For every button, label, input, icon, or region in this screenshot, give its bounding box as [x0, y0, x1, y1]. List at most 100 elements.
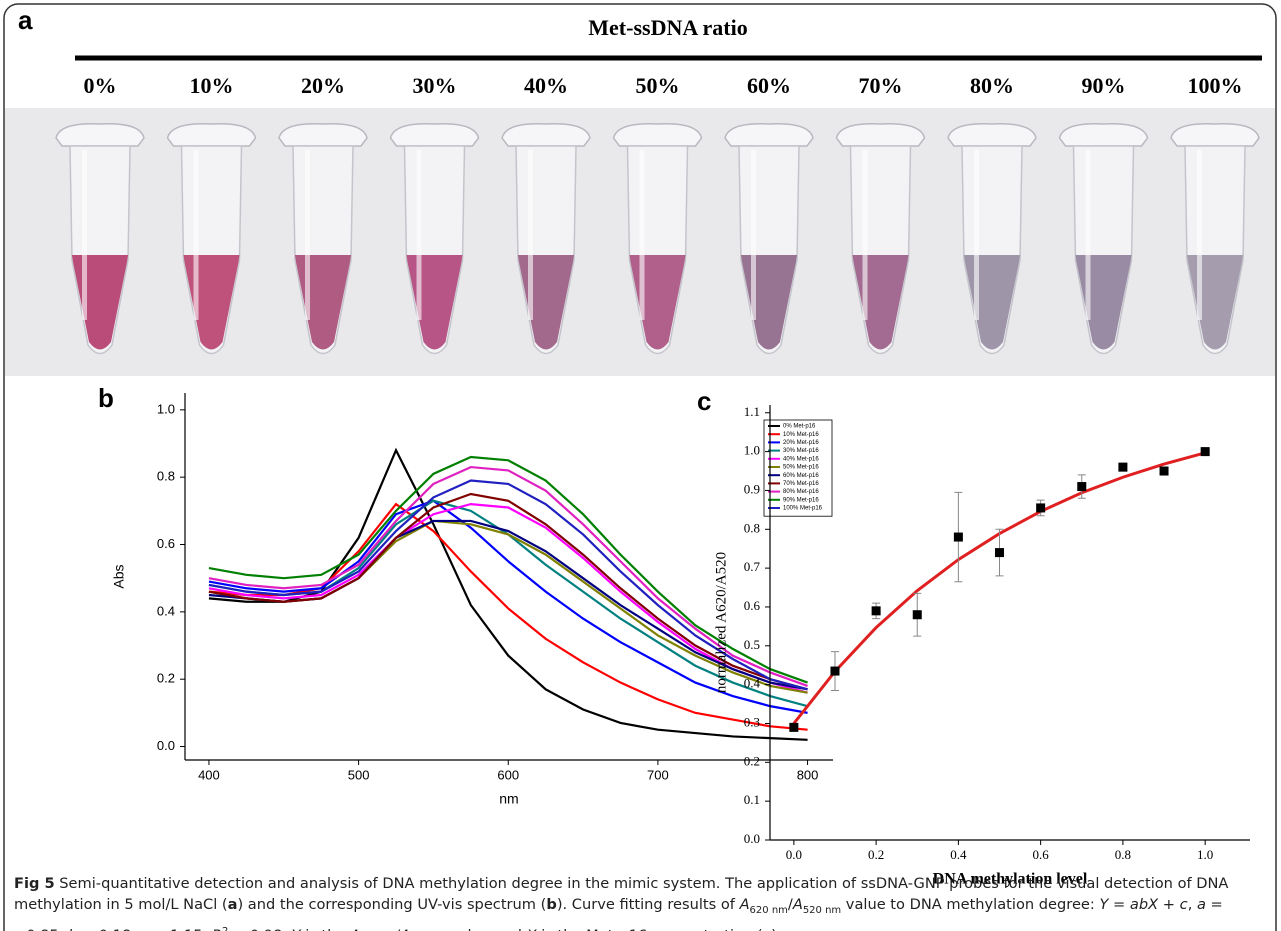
spectrum-line [208, 465, 808, 687]
tube-highlight [193, 150, 199, 320]
x-axis-label: DNA methylation level [933, 871, 1088, 888]
tube [55, 123, 145, 355]
y-axis-label: normalized A620/A520 [713, 552, 729, 693]
caption-text: Y [1099, 896, 1109, 913]
y-tick-label: 0.2 [157, 671, 175, 686]
caption-text: = [1108, 896, 1130, 913]
panel-label: b [98, 383, 114, 413]
y-tick-label: 0.4 [157, 603, 175, 618]
ratio-label: 0% [84, 73, 117, 98]
ratio-label: 60% [747, 73, 791, 98]
x-tick-label: 400 [198, 767, 220, 782]
data-point [1159, 466, 1169, 476]
x-tick-label: 1.0 [1197, 847, 1213, 862]
tube-highlight [416, 150, 422, 320]
data-point [912, 610, 922, 620]
data-point [995, 548, 1005, 558]
caption-text: 620 nm [749, 904, 788, 916]
caption-text: = 1.15, [149, 927, 212, 931]
legend-label: 40% Met-p16 [783, 456, 819, 462]
spectrum-line [208, 447, 808, 741]
y-axis-label: Abs [111, 564, 127, 588]
data-point [1036, 503, 1046, 513]
legend-label: 90% Met-p16 [783, 497, 819, 503]
caption-text: = 0.18, [77, 927, 140, 931]
data-point [1077, 482, 1087, 492]
legend-label: 50% Met-p16 [783, 465, 819, 471]
caption-text: A [350, 927, 360, 931]
tube-lid [389, 123, 480, 147]
tube-highlight [82, 150, 87, 320]
legend-label: 80% Met-p16 [783, 489, 819, 495]
caption-text: c [763, 927, 772, 931]
caption-text: b [546, 896, 557, 913]
caption-text: 520 nm [802, 904, 842, 916]
ratio-label: 20% [301, 73, 345, 98]
tube-lid [55, 123, 145, 147]
data-point [1200, 447, 1210, 457]
legend-label: 100% Met-p16 [783, 506, 823, 512]
caption-text: a [227, 896, 238, 913]
caption-text: a [1196, 896, 1206, 913]
caption-text: Semi-quantitative detection and analysis… [14, 875, 1229, 913]
caption-text: value to DNA methylation degree: [841, 896, 1100, 913]
caption-text: c [141, 927, 149, 931]
data-point [1118, 462, 1128, 472]
tube-lid [835, 123, 926, 147]
y-tick-label: 0.4 [744, 676, 761, 691]
tube-highlight [1197, 150, 1202, 320]
y-tick-label: 1.1 [744, 404, 760, 419]
figure-frame [3, 3, 1277, 931]
panel-label: c [697, 386, 711, 416]
y-tick-label: 0.2 [744, 753, 760, 768]
tube-highlight [528, 150, 533, 320]
caption-text: A [400, 927, 410, 931]
caption-text: 2 [222, 926, 228, 931]
caption-text: b [68, 927, 77, 931]
spectrum-line [208, 502, 808, 731]
caption-text: A [792, 896, 803, 913]
caption-text: is the [301, 927, 351, 931]
tube-lid [1170, 123, 1260, 147]
panel-label: a [18, 5, 33, 35]
y-tick-label: 0.0 [744, 831, 760, 846]
ratio-label: 100% [1188, 73, 1243, 98]
caption-text: Y [292, 927, 301, 931]
y-tick-label: 0.5 [744, 637, 760, 652]
y-tick-label: 0.0 [157, 738, 175, 753]
tube-highlight [639, 150, 645, 320]
caption-text: abX [1129, 896, 1159, 913]
tube [389, 123, 480, 355]
caption-text: = −0.85, [14, 896, 1223, 931]
ratio-label: 40% [524, 73, 568, 98]
legend-label: 30% Met-p16 [783, 448, 819, 454]
caption-text: + [1158, 896, 1180, 913]
tube-lid [501, 123, 591, 147]
caption-text: concentration ( [647, 927, 762, 931]
caption-text: c [1179, 896, 1188, 913]
caption-text: Fig 5 [14, 875, 55, 892]
spectrum-line [208, 499, 808, 714]
caption-text: p16 [619, 927, 647, 931]
caption-text: value and [445, 927, 526, 931]
x-tick-label: 500 [348, 767, 370, 782]
x-axis-label: nm [499, 791, 518, 807]
caption-text: ) and the corresponding UV-vis spectrum … [237, 896, 547, 913]
data-point [871, 606, 881, 616]
tube-highlight [305, 150, 310, 320]
y-tick-label: 1.0 [157, 401, 175, 416]
legend-label: 20% Met-p16 [783, 440, 819, 446]
data-point [789, 722, 799, 732]
ratio-label: 70% [859, 73, 903, 98]
tube [947, 123, 1037, 355]
spectrum-line [208, 502, 808, 694]
x-tick-label: 800 [797, 767, 819, 782]
caption-text: / [395, 927, 400, 931]
tube-lid [612, 123, 703, 147]
y-tick-label: 1.0 [744, 443, 760, 458]
legend-label: 70% Met-p16 [783, 481, 819, 487]
tube-lid [724, 123, 814, 147]
ratio-label: 90% [1082, 73, 1126, 98]
